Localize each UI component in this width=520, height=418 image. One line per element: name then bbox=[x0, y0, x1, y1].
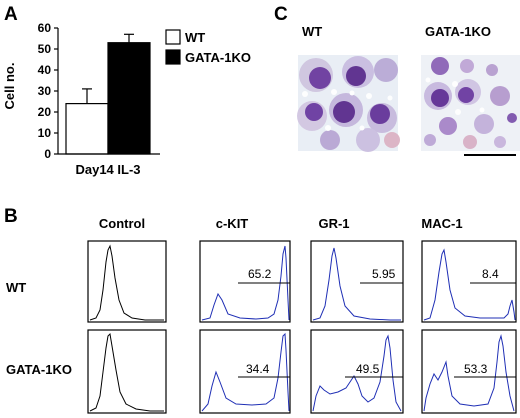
b-col-ckit: c-KIT bbox=[216, 216, 249, 231]
micrograph-ko bbox=[421, 55, 520, 151]
hist-box-wt-gr1 bbox=[310, 240, 404, 323]
a-y-ticks: 0 10 20 30 40 50 60 bbox=[38, 21, 58, 161]
panel-b: B Control c-KIT GR-1 MAC-1 WT GATA-1KO bbox=[4, 206, 517, 414]
hist-box-ko-mac1 bbox=[421, 329, 517, 414]
hist-curve-ko-mac1 bbox=[423, 334, 515, 412]
b-row-ko: GATA-1KO bbox=[6, 362, 72, 377]
hist-curve-ko-ckit bbox=[201, 332, 290, 412]
pct-ko-mac1: 53.3 bbox=[464, 362, 488, 376]
panel-b-letter: B bbox=[4, 206, 18, 227]
a-legend-swatch bbox=[165, 49, 181, 65]
hist-box-wt-control bbox=[87, 240, 167, 323]
a-ytick-label: 40 bbox=[38, 63, 52, 77]
pct-ko-ckit: 34.4 bbox=[246, 362, 270, 376]
a-ytick-label: 20 bbox=[38, 105, 52, 119]
a-legend: WT GATA-1KO bbox=[165, 29, 251, 65]
a-ytick-label: 50 bbox=[38, 42, 52, 56]
c-label-ko: GATA-1KO bbox=[425, 24, 491, 39]
a-ytick-label: 60 bbox=[38, 21, 52, 35]
a-ytick-label: 30 bbox=[38, 84, 52, 98]
panel-c: C WT GATA-1KO bbox=[274, 4, 520, 156]
a-legend-label: GATA-1KO bbox=[185, 50, 251, 65]
pct-wt-mac1: 8.4 bbox=[482, 267, 499, 281]
panel-c-letter: C bbox=[274, 4, 288, 25]
a-bars bbox=[65, 33, 151, 155]
a-ylabel: Cell no. bbox=[2, 63, 17, 110]
pct-wt-gr1: 5.95 bbox=[372, 267, 396, 281]
a-bar-ko bbox=[107, 42, 151, 155]
a-bar-wt bbox=[65, 102, 109, 155]
a-ytick-label: 0 bbox=[44, 147, 51, 161]
panel-a: A Cell no. 0 10 20 30 40 50 60 Day14 IL-3 WT GA… bbox=[2, 4, 251, 177]
a-xlabel: Day14 IL-3 bbox=[75, 162, 140, 177]
a-legend-label: WT bbox=[185, 30, 205, 45]
hist-box-ko-control bbox=[87, 329, 167, 414]
pct-ko-gr1: 49.5 bbox=[356, 362, 380, 376]
b-col-gr1: GR-1 bbox=[318, 216, 349, 231]
a-ytick-label: 10 bbox=[38, 126, 52, 140]
micrograph-wt bbox=[297, 55, 400, 152]
hist-curve-wt-control bbox=[89, 244, 164, 321]
hist-box-wt-ckit bbox=[199, 240, 291, 323]
hist-box-ko-ckit bbox=[199, 329, 291, 414]
hist-box-ko-gr1 bbox=[310, 329, 404, 414]
c-label-wt: WT bbox=[302, 24, 322, 39]
a-legend-swatch bbox=[165, 29, 181, 45]
hist-curve-wt-ckit bbox=[201, 245, 290, 321]
hist-curve-ko-control bbox=[89, 332, 164, 412]
hist-curve-wt-mac1 bbox=[423, 248, 516, 321]
b-col-mac1: MAC-1 bbox=[421, 216, 462, 231]
pct-wt-ckit: 65.2 bbox=[248, 267, 272, 281]
hist-box-wt-mac1 bbox=[421, 240, 517, 323]
hist-curve-wt-gr1 bbox=[312, 247, 401, 321]
b-col-control: Control bbox=[99, 216, 145, 231]
panel-a-letter: A bbox=[4, 4, 18, 25]
hist-curve-ko-gr1 bbox=[312, 334, 402, 412]
b-row-wt: WT bbox=[6, 280, 26, 295]
